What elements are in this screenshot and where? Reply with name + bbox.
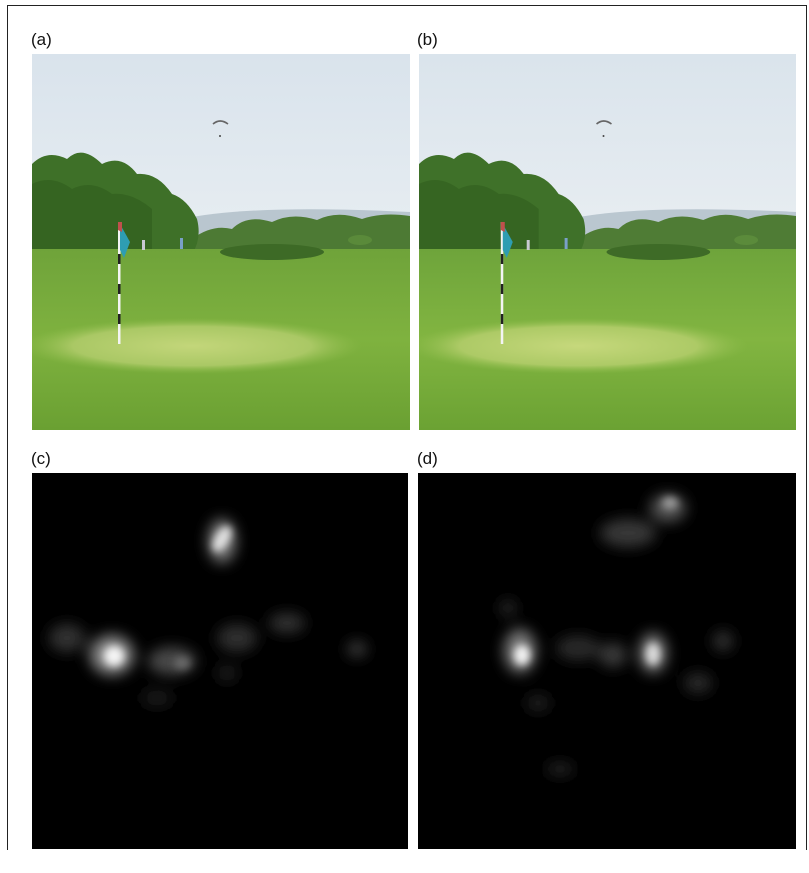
panel-label-b: (b) bbox=[417, 30, 438, 49]
panel-b-photo bbox=[419, 54, 796, 430]
panel-a-photo bbox=[32, 54, 410, 430]
panel-d-heatmap bbox=[418, 473, 796, 849]
panel-label-d: (d) bbox=[417, 449, 438, 468]
panel-label-a: (a) bbox=[31, 30, 52, 49]
panel-label-c: (c) bbox=[31, 449, 51, 468]
panel-c-heatmap bbox=[32, 473, 408, 849]
figure-frame bbox=[7, 5, 807, 850]
